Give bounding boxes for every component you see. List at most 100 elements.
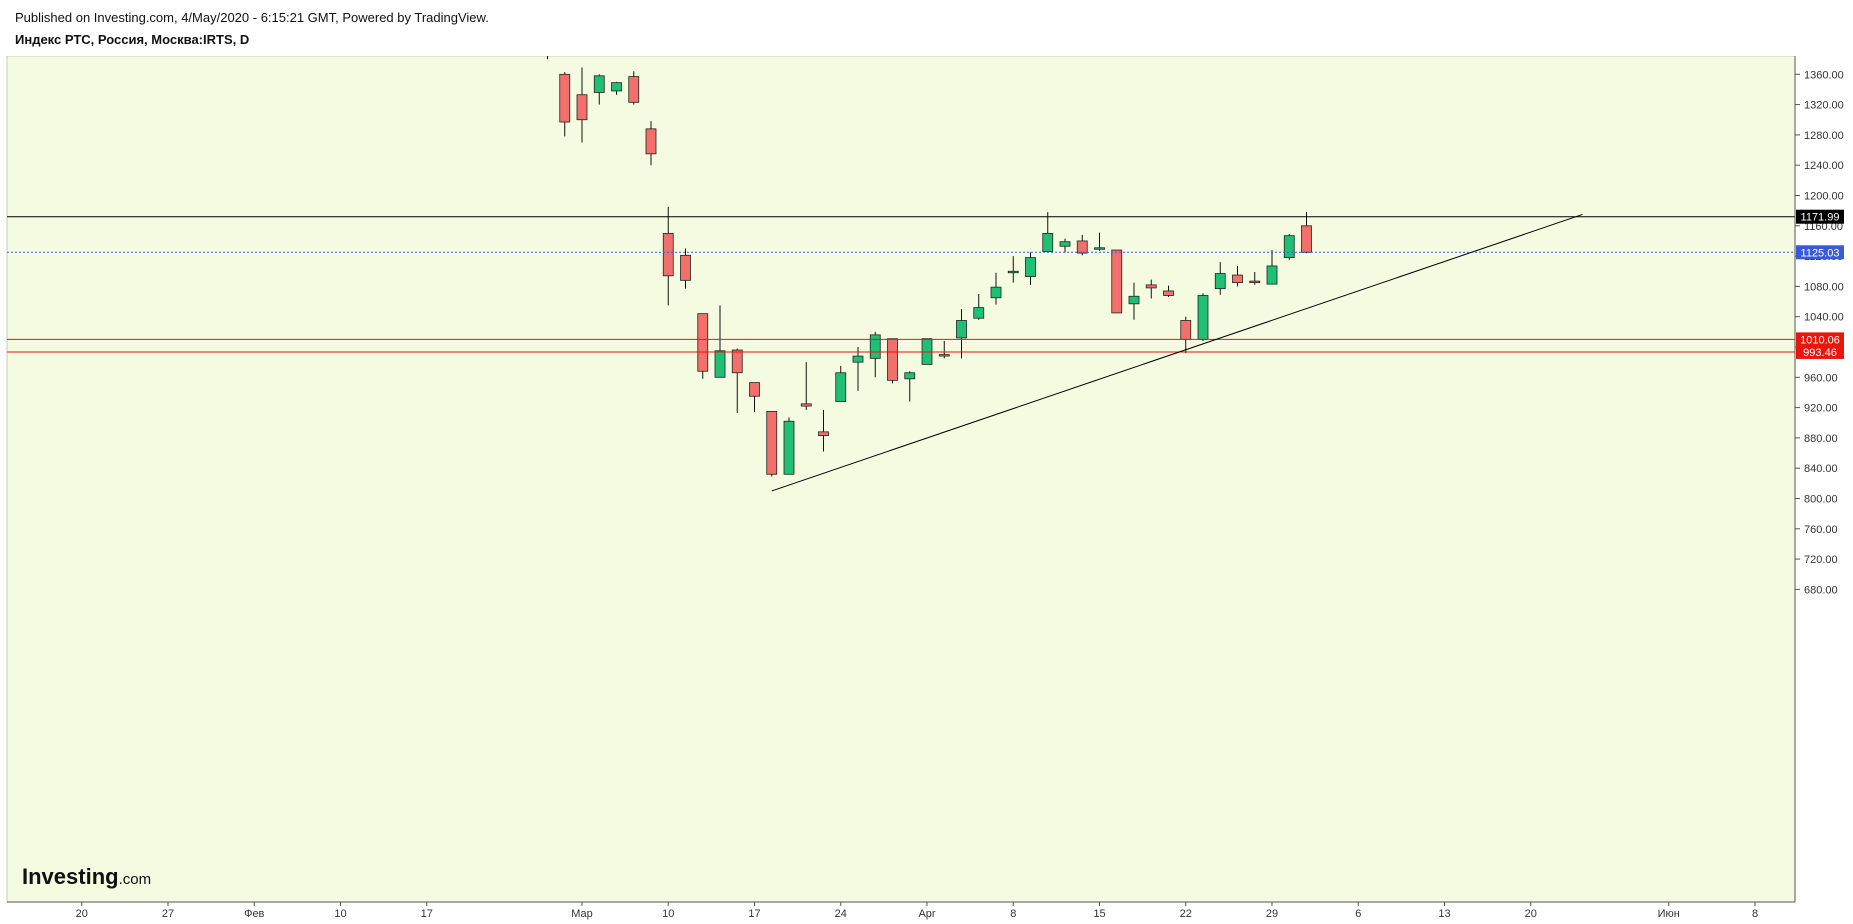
candle — [1111, 249, 1123, 314]
candle-body-down — [731, 349, 743, 374]
y-tick-label: 760.00 — [1804, 524, 1838, 536]
candle — [904, 371, 916, 402]
candle — [852, 347, 864, 391]
candle-body-up — [1266, 265, 1278, 285]
candle-body-down — [559, 73, 571, 123]
logo-main: Investing — [22, 864, 119, 889]
candle — [800, 362, 812, 410]
plot-area — [6, 55, 1796, 903]
candle — [611, 81, 622, 95]
candle — [887, 338, 898, 384]
candle — [956, 309, 967, 359]
candle-body-down — [800, 403, 812, 407]
candle-body-up — [835, 372, 847, 402]
candle — [766, 410, 778, 477]
investing-logo: Investing.com — [22, 864, 151, 890]
x-axis: 20 27 Фев 10 17 Мар 10 17 24 Apr 8 15 22 29 6 13 20 Июн 8 — [7, 901, 1795, 920]
candle — [1197, 293, 1209, 341]
y-tick-label: 1080.00 — [1804, 281, 1844, 293]
candle-body-up — [1283, 235, 1295, 259]
header: Published on Investing.com, 4/May/2020 -… — [0, 0, 1853, 56]
candle — [973, 293, 985, 320]
candle — [818, 409, 829, 452]
candle-body-down — [1145, 284, 1157, 289]
x-tick-label: 15 — [1093, 908, 1105, 920]
candle-body-up — [611, 82, 622, 92]
x-tick-label: 29 — [1266, 908, 1278, 920]
candle — [593, 74, 605, 105]
price-label-bg — [1796, 245, 1844, 260]
candle-body-down — [628, 76, 640, 103]
y-tick-label: 680.00 — [1804, 584, 1838, 596]
x-tick-label: Июн — [1658, 908, 1680, 920]
x-tick-label: 24 — [835, 908, 847, 920]
y-axis: 1560.001520.001480.001440.001400.001360.… — [1794, 9, 1844, 902]
x-tick-label: Мар — [571, 908, 593, 920]
y-tick-label: 840.00 — [1804, 463, 1838, 475]
x-tick-label: 8 — [1752, 908, 1758, 920]
candle-body-down — [887, 338, 898, 381]
candle-body-down — [645, 128, 657, 155]
candle — [680, 248, 691, 289]
candle-body-down — [818, 431, 829, 437]
candle — [1266, 250, 1278, 285]
candle-body-down — [1076, 240, 1088, 254]
candle-body-up — [1214, 273, 1226, 290]
candles-group — [547, 56, 1312, 477]
price-label-bg — [1796, 332, 1844, 347]
published-caption: Published on Investing.com, 4/May/2020 -… — [15, 10, 489, 25]
candle — [1145, 279, 1157, 299]
trendline — [771, 213, 1583, 492]
candle-body-down — [1163, 290, 1174, 296]
x-tick-label: 8 — [1010, 908, 1016, 920]
candle — [628, 71, 640, 105]
y-tick-label: 720.00 — [1804, 554, 1838, 566]
candle-body-up — [990, 286, 1002, 299]
candle-body-up — [1042, 232, 1054, 252]
y-tick-label: 1240.00 — [1804, 160, 1844, 172]
price-label: 1010.06 — [1800, 334, 1840, 346]
x-tick-label: 20 — [1525, 908, 1537, 920]
candle — [662, 206, 674, 306]
candle — [1301, 212, 1312, 254]
candle-body-down — [1301, 225, 1312, 253]
candle — [714, 305, 726, 378]
candle-body-down — [1111, 249, 1123, 314]
candle — [1163, 285, 1174, 298]
candle — [1232, 265, 1243, 287]
y-tick-label: 1280.00 — [1804, 130, 1844, 142]
candle-body-up — [1128, 295, 1140, 305]
candle-body-up — [714, 350, 726, 378]
candle — [645, 121, 657, 166]
candle — [938, 340, 950, 359]
candle-body-down — [697, 313, 709, 372]
candle-body-up — [904, 372, 916, 380]
candle-body-down — [1249, 280, 1261, 284]
candle — [990, 272, 1002, 305]
candle — [1042, 212, 1054, 252]
y-tick-label: 1320.00 — [1804, 100, 1844, 112]
candle — [731, 348, 743, 413]
candle-body-down — [680, 254, 691, 281]
candle — [749, 382, 760, 413]
x-tick-label: 27 — [162, 908, 174, 920]
candle-body-down — [938, 354, 950, 357]
candle — [1128, 282, 1140, 320]
candle-body-down — [1180, 320, 1192, 340]
candle — [783, 417, 795, 475]
candle-body-up — [1197, 295, 1209, 340]
candle-body-up — [593, 75, 605, 93]
candle-body-down — [662, 232, 674, 277]
x-tick-label: 10 — [334, 908, 346, 920]
x-tick-label: 6 — [1355, 908, 1361, 920]
price-label: 993.46 — [1803, 347, 1837, 359]
x-tick-label: Фев — [244, 908, 264, 920]
x-tick-label: 20 — [76, 908, 88, 920]
candle — [1025, 252, 1036, 285]
price-label: 1171.99 — [1801, 212, 1840, 224]
candle-body-down — [749, 382, 760, 397]
candle-body-up — [852, 355, 864, 363]
price-label-bg — [1796, 209, 1844, 224]
